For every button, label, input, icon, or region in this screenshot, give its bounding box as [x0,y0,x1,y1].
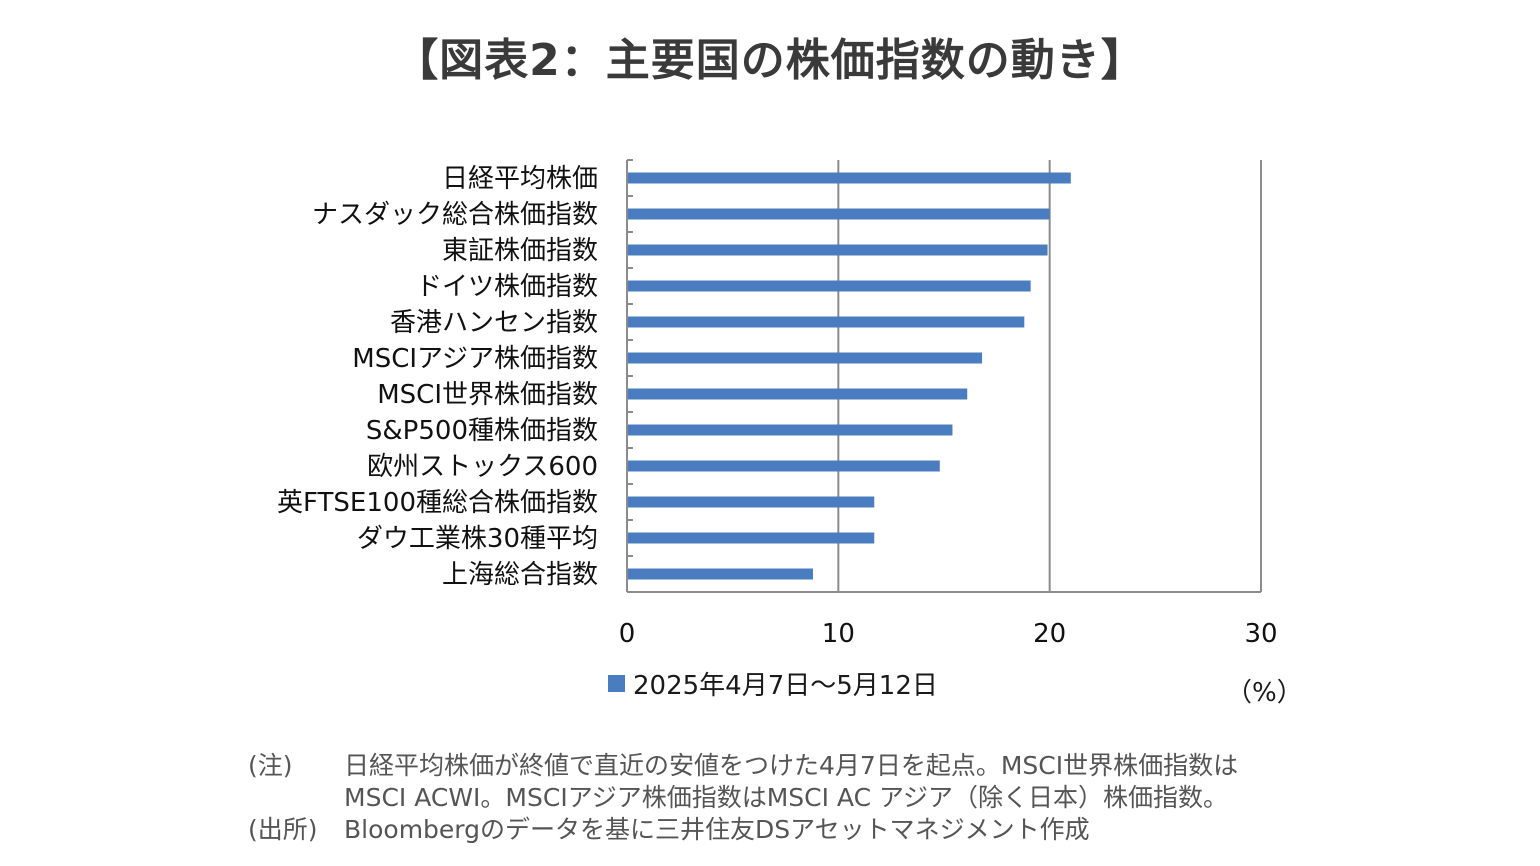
bar [627,172,1071,184]
category-label: ダウ工業株30種平均 [357,524,598,554]
bar [627,496,875,508]
bars [627,172,1071,580]
legend-swatch [608,675,625,692]
bar [627,280,1031,292]
axes [626,159,1261,593]
bar [627,352,983,364]
category-label: MSCIアジア株価指数 [352,344,598,374]
x-tick-label: 10 [822,619,855,649]
category-label: MSCI世界株価指数 [377,380,598,410]
note-row: (注) 日経平均株価が終値で直近の安値をつけた4月7日を起点。MSCI世界株価指… [248,750,1238,814]
x-tick-label: 30 [1244,619,1277,649]
x-tick-labels: 0 10 20 30 [619,619,1278,649]
note-line: 日経平均株価が終値で直近の安値をつけた4月7日を起点。MSCI世界株価指数は [344,751,1239,780]
x-tick-label: 20 [1033,619,1066,649]
source-line: Bloombergのデータを基に三井住友DSアセットマネジメント作成 [344,815,1090,844]
x-tick-label: 0 [619,619,636,649]
bar [627,532,875,544]
category-label: 英FTSE100種総合株価指数 [277,488,598,518]
note-line: MSCI ACWI。MSCIアジア株価指数はMSCI AC アジア（除く日本）株… [344,783,1228,812]
legend: 2025年4月7日～5月12日 [608,665,938,702]
footnotes: (注) 日経平均株価が終値で直近の安値をつけた4月7日を起点。MSCI世界株価指… [248,750,1238,846]
category-label: ナスダック総合株価指数 [312,200,598,230]
bar [627,208,1050,220]
category-label: 日経平均株価 [442,164,598,194]
chart-title: 【図表2：主要国の株価指数の動き】 [394,35,1146,86]
gridlines [837,160,1262,592]
category-label: ドイツ株価指数 [416,272,598,302]
bar [627,244,1048,256]
category-label: S&P500種株価指数 [366,416,598,446]
bar [627,388,968,400]
unit-label: （%） [1226,678,1303,708]
bar [627,568,813,580]
category-label: 東証株価指数 [442,236,598,266]
category-label: 香港ハンセン指数 [390,308,598,338]
bar [627,460,940,472]
source-row: (出所) Bloombergのデータを基に三井住友DSアセットマネジメント作成 [248,814,1238,846]
source-tag: (出所) [248,815,318,844]
bar [627,424,953,436]
legend-label: 2025年4月7日～5月12日 [633,671,938,701]
category-label: 上海総合指数 [442,560,598,590]
category-label: 欧州ストックス600 [367,452,598,482]
note-tag: (注) [248,751,293,780]
bar [627,316,1025,328]
